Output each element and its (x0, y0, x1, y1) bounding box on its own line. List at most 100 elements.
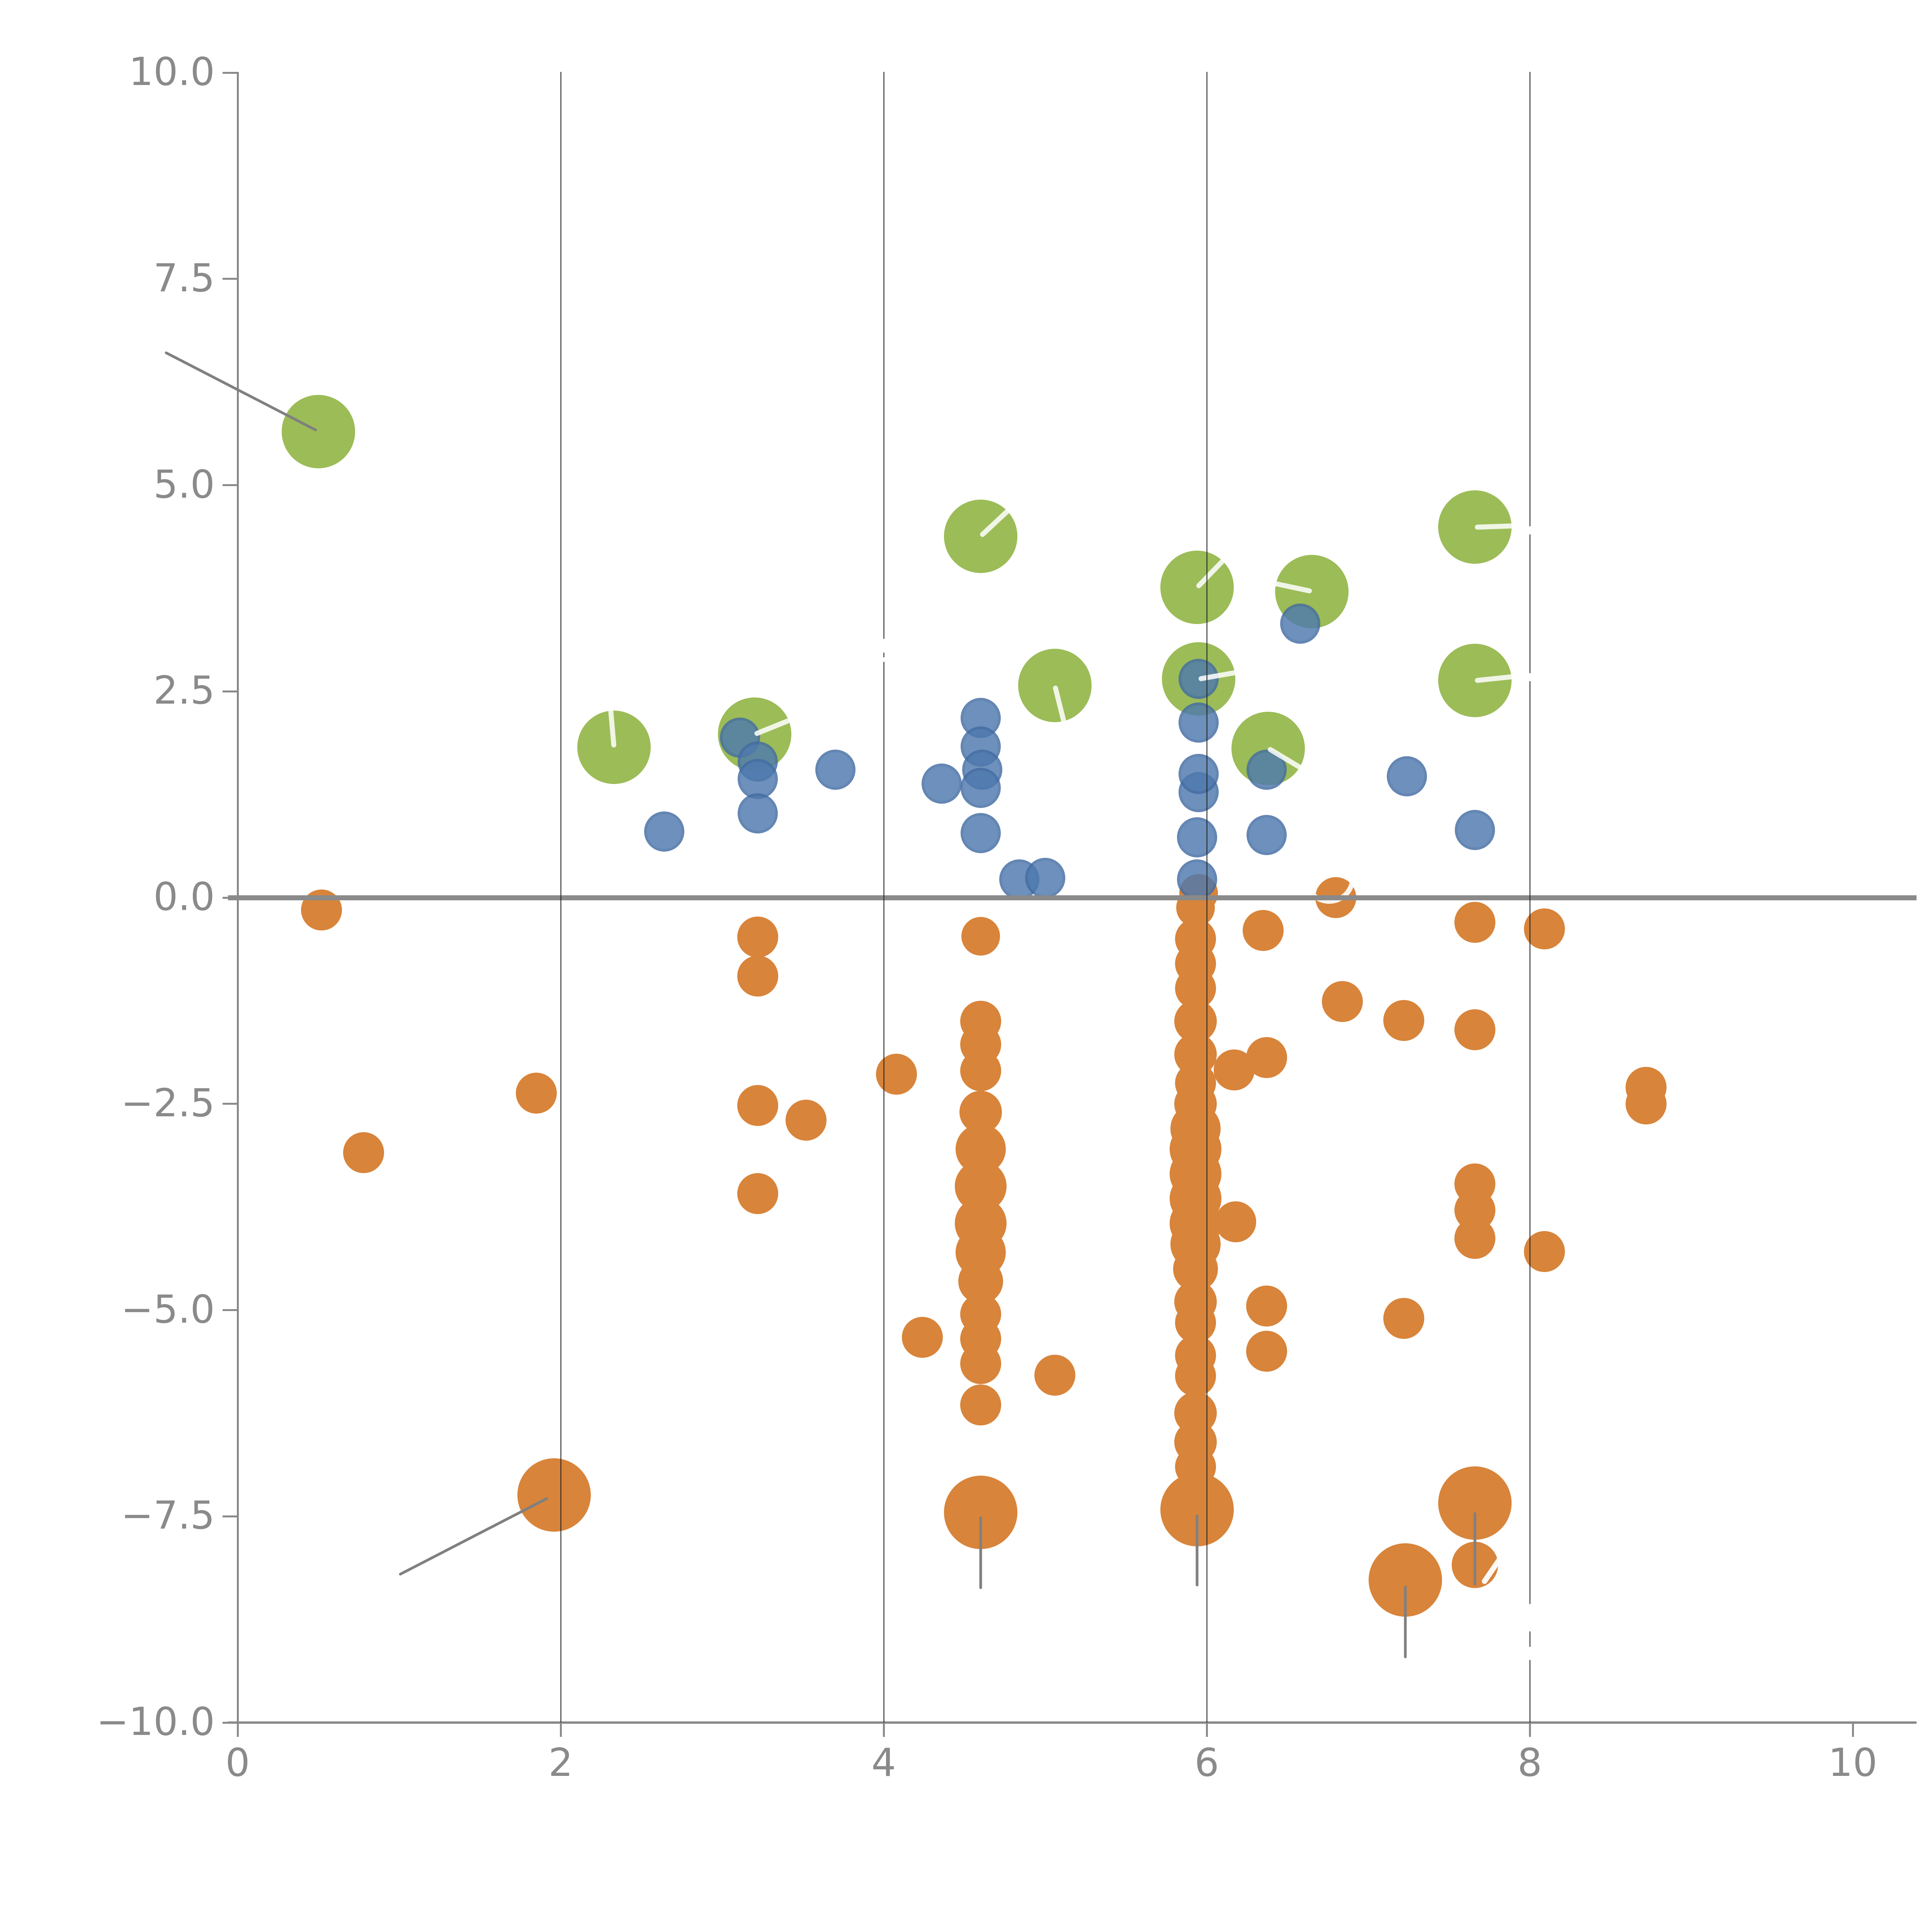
point-orange[interactable] (954, 1197, 1007, 1250)
point-green[interactable] (1231, 711, 1305, 785)
point-orange[interactable] (343, 1132, 384, 1173)
point-orange[interactable] (517, 1458, 591, 1532)
point-orange[interactable] (1175, 1063, 1216, 1104)
point-orange[interactable] (1243, 910, 1284, 951)
point-blue[interactable] (960, 768, 1001, 808)
point-blue[interactable] (737, 793, 778, 834)
point-orange[interactable] (1454, 1218, 1495, 1259)
point-green[interactable] (282, 395, 355, 468)
point-orange[interactable] (955, 1124, 1006, 1175)
point-orange[interactable] (954, 1160, 1007, 1213)
point-orange[interactable] (1169, 1148, 1221, 1200)
point-blue[interactable] (1246, 750, 1287, 790)
point-orange[interactable] (516, 1072, 557, 1114)
point-orange[interactable] (1175, 943, 1216, 984)
point-orange[interactable] (1214, 1049, 1255, 1091)
point-orange[interactable] (1169, 1197, 1221, 1250)
point-orange[interactable] (1175, 968, 1216, 1009)
point-blue[interactable] (1179, 772, 1219, 812)
point-orange[interactable] (959, 1091, 1002, 1134)
point-blue[interactable] (999, 859, 1040, 900)
point-blue[interactable] (1280, 604, 1321, 644)
point-orange[interactable] (1246, 1037, 1287, 1078)
point-orange[interactable] (1174, 1281, 1217, 1323)
point-orange[interactable] (1175, 1446, 1216, 1488)
point-orange[interactable] (737, 1085, 778, 1126)
point-orange[interactable] (1454, 1163, 1495, 1204)
point-orange[interactable] (1454, 1009, 1495, 1050)
point-orange[interactable] (1175, 1355, 1216, 1397)
point-green[interactable] (1438, 490, 1512, 564)
point-orange[interactable] (944, 1475, 1017, 1549)
point-orange[interactable] (1170, 1103, 1221, 1154)
point-orange[interactable] (960, 1318, 1001, 1360)
point-orange[interactable] (1322, 981, 1363, 1022)
point-green[interactable] (1275, 554, 1349, 628)
point-green[interactable] (1162, 642, 1236, 716)
point-orange[interactable] (737, 917, 778, 958)
point-blue[interactable] (1179, 753, 1219, 794)
point-orange[interactable] (1173, 1246, 1218, 1291)
point-orange[interactable] (960, 1024, 1001, 1065)
point-orange[interactable] (1174, 1421, 1217, 1464)
point-orange[interactable] (1524, 1231, 1565, 1272)
point-blue[interactable] (960, 813, 1001, 854)
point-orange[interactable] (1625, 1067, 1667, 1108)
point-orange[interactable] (1174, 1000, 1217, 1043)
point-blue[interactable] (960, 697, 1001, 738)
point-blue[interactable] (1454, 810, 1495, 850)
point-green[interactable] (944, 499, 1017, 573)
point-blue[interactable] (1387, 756, 1427, 797)
point-blue[interactable] (1179, 659, 1219, 699)
point-blue[interactable] (1246, 815, 1287, 855)
point-orange[interactable] (1175, 918, 1216, 959)
point-orange[interactable] (1169, 1173, 1221, 1225)
point-orange[interactable] (1170, 1219, 1221, 1269)
point-orange[interactable] (955, 1227, 1006, 1278)
point-orange[interactable] (1179, 874, 1218, 913)
point-orange[interactable] (301, 889, 342, 931)
point-orange[interactable] (1246, 1285, 1287, 1327)
point-blue[interactable] (1177, 859, 1217, 900)
point-orange[interactable] (960, 1001, 1001, 1042)
point-blue[interactable] (1025, 857, 1065, 898)
point-green[interactable] (1018, 649, 1092, 723)
point-orange[interactable] (1383, 1000, 1424, 1041)
point-blue[interactable] (922, 764, 962, 804)
point-orange[interactable] (1454, 902, 1495, 943)
point-orange[interactable] (1438, 1466, 1512, 1540)
point-orange[interactable] (1315, 877, 1357, 918)
point-orange[interactable] (960, 1294, 1001, 1335)
point-orange[interactable] (1176, 888, 1215, 927)
point-blue[interactable] (719, 717, 760, 758)
point-orange[interactable] (958, 1259, 1003, 1304)
point-orange[interactable] (960, 1384, 1001, 1426)
point-orange[interactable] (1215, 1201, 1257, 1243)
point-green[interactable] (1438, 644, 1512, 718)
point-orange[interactable] (1174, 1082, 1217, 1125)
point-orange[interactable] (1369, 1543, 1442, 1617)
point-orange[interactable] (1175, 1302, 1216, 1343)
point-orange[interactable] (902, 1316, 943, 1358)
point-orange[interactable] (1524, 908, 1565, 950)
point-orange[interactable] (1175, 1335, 1216, 1376)
point-blue[interactable] (815, 750, 855, 790)
point-orange[interactable] (737, 1173, 778, 1214)
point-green[interactable] (577, 711, 651, 784)
point-orange[interactable] (960, 1343, 1001, 1384)
point-orange[interactable] (876, 1053, 917, 1095)
point-green[interactable] (1160, 551, 1234, 624)
point-orange[interactable] (786, 1100, 827, 1141)
point-orange[interactable] (961, 917, 1000, 956)
point-orange[interactable] (1246, 1331, 1287, 1372)
point-blue[interactable] (737, 759, 778, 799)
point-orange[interactable] (1625, 1083, 1667, 1124)
point-green[interactable] (718, 697, 791, 771)
point-orange[interactable] (1451, 1542, 1498, 1588)
point-orange[interactable] (1174, 1392, 1217, 1435)
point-blue[interactable] (644, 811, 684, 852)
point-orange[interactable] (737, 955, 778, 997)
point-orange[interactable] (1160, 1473, 1234, 1547)
point-blue[interactable] (1177, 817, 1217, 858)
point-orange[interactable] (1034, 1355, 1076, 1396)
